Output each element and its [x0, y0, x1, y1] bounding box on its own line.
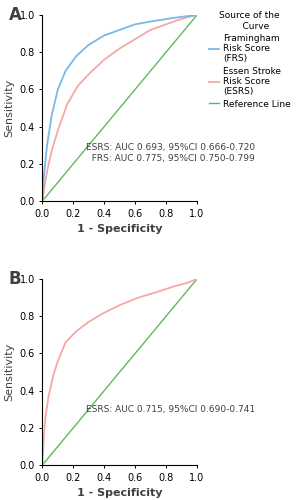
Text: FRS: AUC 0.775, 95%CI 0.750-0.799: FRS: AUC 0.775, 95%CI 0.750-0.799 — [86, 154, 255, 163]
X-axis label: 1 - Specificity: 1 - Specificity — [77, 488, 162, 498]
Text: ESRS: AUC 0.693, 95%CI 0.666-0.720: ESRS: AUC 0.693, 95%CI 0.666-0.720 — [86, 143, 255, 152]
Text: A: A — [8, 6, 21, 24]
Text: ESRS: AUC 0.715, 95%CI 0.690-0.741: ESRS: AUC 0.715, 95%CI 0.690-0.741 — [86, 405, 255, 414]
X-axis label: 1 - Specificity: 1 - Specificity — [77, 224, 162, 234]
Text: B: B — [8, 270, 21, 288]
Y-axis label: Sensitivity: Sensitivity — [4, 343, 14, 401]
Legend: Framingham
Risk Score
(FRS), Essen Stroke
Risk Score
(ESRS), Reference Line: Framingham Risk Score (FRS), Essen Strok… — [208, 10, 292, 110]
Y-axis label: Sensitivity: Sensitivity — [4, 79, 14, 137]
